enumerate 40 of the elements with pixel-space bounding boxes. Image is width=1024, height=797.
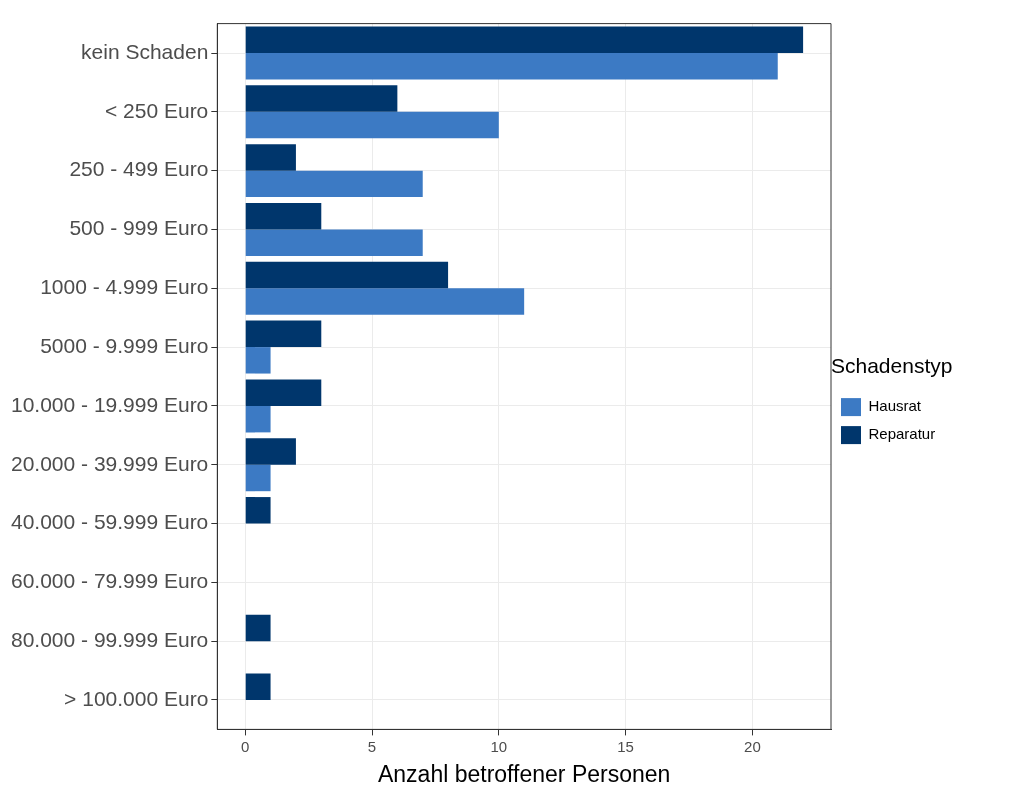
x-tick-label: 0 bbox=[241, 737, 250, 755]
bar bbox=[245, 379, 322, 406]
bar bbox=[245, 144, 296, 171]
y-tick-label: 5000 - 9.999 Euro bbox=[40, 333, 209, 357]
legend-label: Hausrat bbox=[868, 397, 922, 415]
bar bbox=[245, 170, 423, 198]
bar bbox=[245, 614, 271, 642]
y-tick-label: 20.000 - 39.999 Euro bbox=[10, 451, 209, 475]
bar bbox=[245, 497, 271, 524]
bar bbox=[245, 26, 804, 54]
y-tick-label: kein Schaden bbox=[81, 39, 209, 63]
bar bbox=[245, 229, 423, 256]
bar bbox=[245, 202, 322, 230]
bar bbox=[245, 405, 271, 433]
bar bbox=[245, 438, 296, 465]
y-tick-label: 1000 - 4.999 Euro bbox=[40, 275, 209, 299]
x-tick-label: 10 bbox=[490, 737, 508, 755]
bar bbox=[245, 464, 271, 492]
y-tick-label: > 100.000 Euro bbox=[64, 686, 209, 710]
x-tick-label: 20 bbox=[744, 737, 761, 755]
legend-label: Reparatur bbox=[868, 425, 936, 443]
y-tick-label: 500 - 999 Euro bbox=[69, 216, 209, 240]
x-tick-label: 15 bbox=[617, 737, 634, 755]
legend-title: Schadenstyp bbox=[831, 354, 953, 378]
y-tick-label: 60.000 - 79.999 Euro bbox=[10, 569, 209, 593]
bar bbox=[245, 347, 271, 374]
x-axis-title: Anzahl betroffener Personen bbox=[377, 760, 671, 787]
bar bbox=[245, 320, 322, 348]
bar bbox=[245, 85, 398, 112]
x-tick-label: 5 bbox=[367, 737, 377, 755]
bar bbox=[245, 53, 778, 80]
y-tick-label: < 250 Euro bbox=[104, 98, 209, 122]
y-tick-label: 80.000 - 99.999 Euro bbox=[10, 627, 209, 651]
bar bbox=[245, 111, 499, 139]
y-tick-label: 250 - 499 Euro bbox=[69, 157, 209, 181]
y-tick-label: 40.000 - 59.999 Euro bbox=[10, 510, 209, 534]
bar bbox=[245, 673, 271, 700]
bar bbox=[245, 261, 449, 289]
bar bbox=[245, 288, 525, 315]
y-tick-label: 10.000 - 19.999 Euro bbox=[10, 392, 209, 416]
